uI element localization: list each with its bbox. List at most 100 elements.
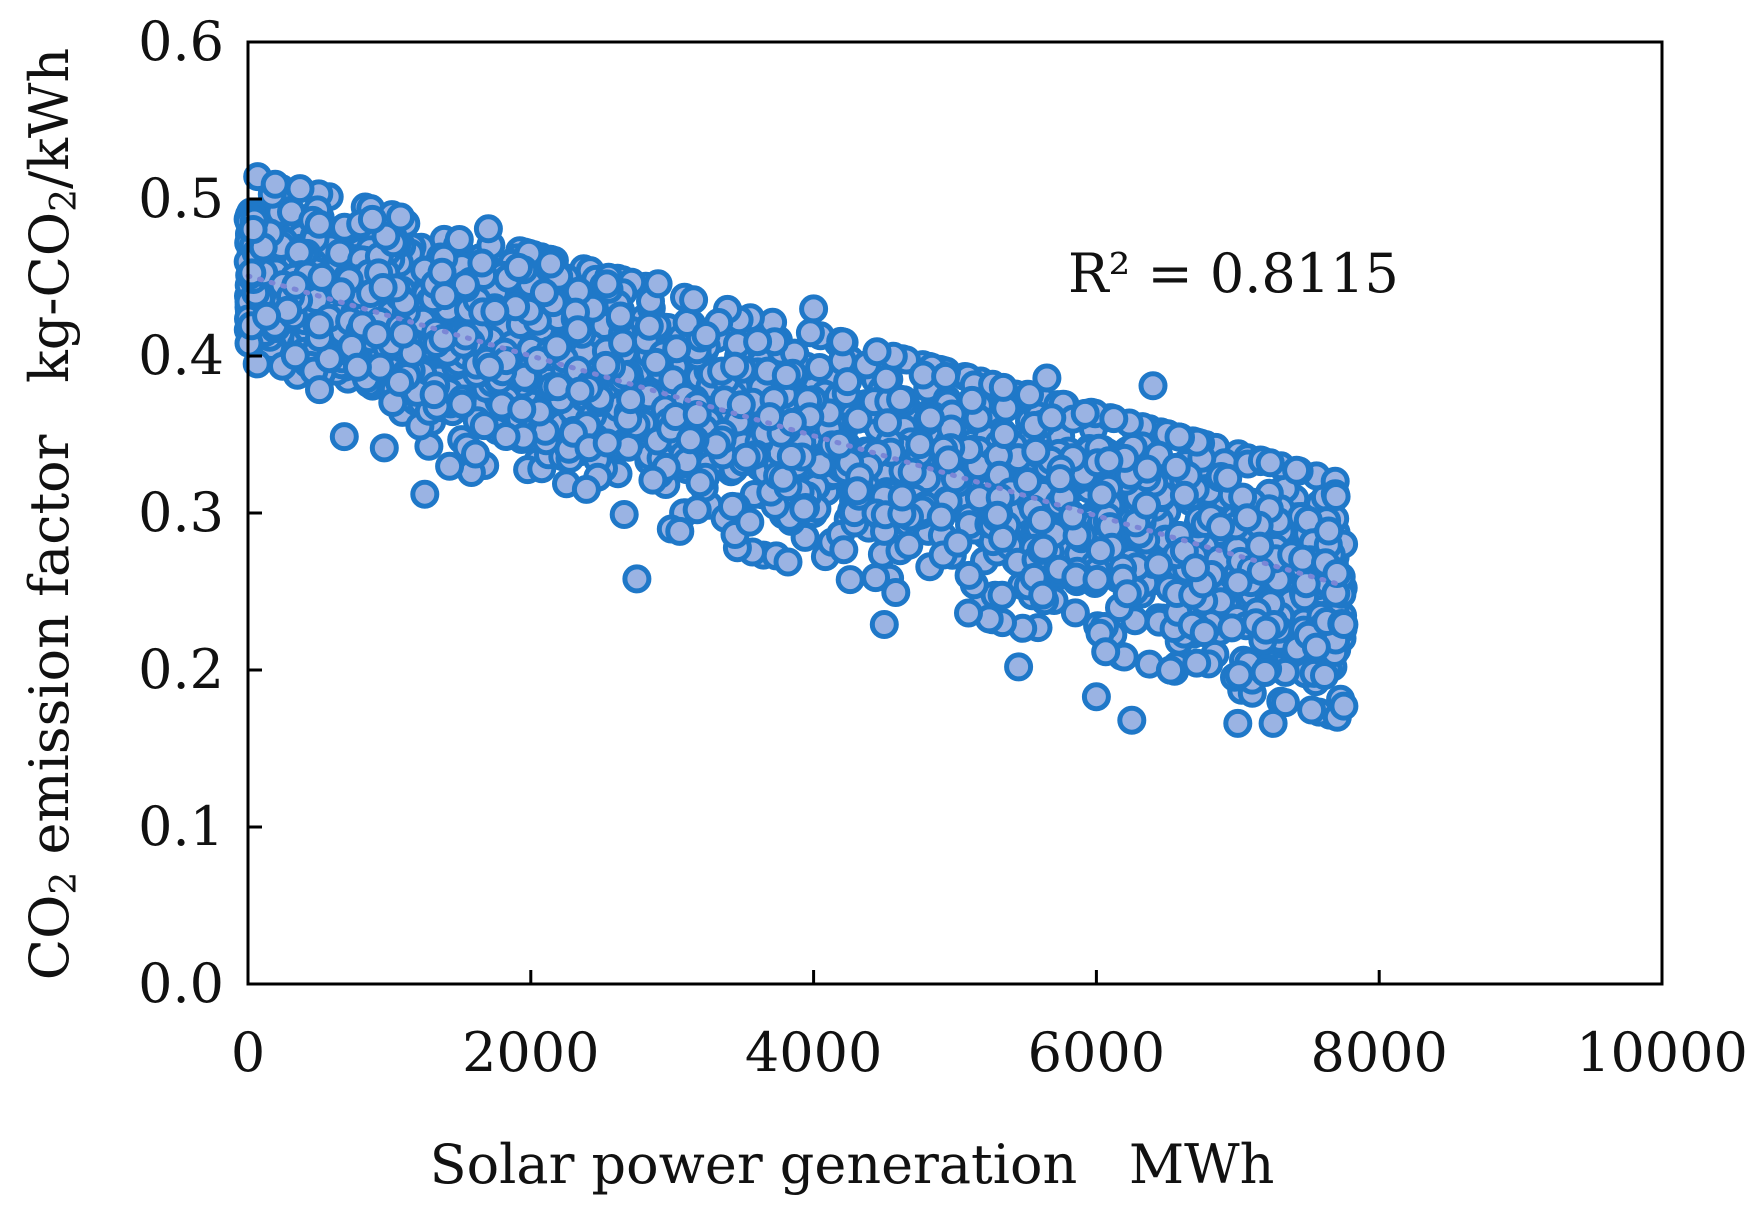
scatter-point: [1081, 682, 1111, 712]
scatter-point: [1138, 371, 1168, 401]
scatter-point: [691, 321, 721, 350]
scatter-point: [987, 580, 1017, 610]
scatter-point: [1144, 550, 1173, 580]
scatter-point: [1085, 536, 1115, 566]
scatter-point: [1224, 660, 1254, 690]
scatter-point: [861, 563, 891, 593]
scatter-point: [665, 516, 695, 546]
scatter-point: [682, 400, 712, 429]
scatter-point: [369, 433, 399, 463]
scatter-point: [720, 351, 750, 381]
scatter-point: [473, 214, 503, 244]
scatter-point: [833, 367, 863, 397]
scatter-point: [755, 402, 785, 432]
scatter-point: [1314, 516, 1344, 546]
scatter-point: [685, 468, 715, 498]
scatter-point: [605, 301, 635, 331]
scatter-point: [988, 372, 1018, 402]
scatter-point: [1291, 569, 1321, 599]
scatter-point: [1058, 501, 1088, 531]
scatter-point: [881, 578, 911, 607]
scatter-point: [616, 385, 646, 415]
scatter-point: [1117, 705, 1147, 735]
y-tick-label: 0.6: [138, 10, 224, 73]
scatter-point: [1288, 544, 1318, 574]
scatter-point: [773, 547, 803, 577]
scatter-point: [1028, 580, 1058, 610]
scatter-point: [305, 375, 334, 405]
x-tick-label: 0: [231, 1021, 265, 1084]
scatter-point: [731, 442, 761, 472]
scatter-point: [285, 174, 315, 204]
scatter-point: [905, 430, 935, 460]
scatter-point: [430, 281, 460, 311]
y-axis: 0.0 0.1 0.2 0.3 0.4 0.5 0.6: [138, 10, 262, 1015]
scatter-point: [362, 320, 392, 350]
y-tick-label: 0.5: [138, 167, 224, 230]
scatter-point: [871, 364, 901, 394]
scatter-point: [1015, 380, 1044, 410]
scatter-point: [1251, 615, 1281, 645]
scatter-point: [1099, 404, 1129, 434]
scatter-point: [622, 564, 652, 594]
scatter-point: [608, 328, 638, 358]
scatter-point: [943, 528, 973, 558]
scatter-point: [1310, 661, 1339, 690]
y-tick-label: 0.3: [138, 481, 224, 544]
scatter-point: [563, 315, 593, 345]
scatter-point: [957, 385, 987, 415]
scatter-point: [529, 278, 559, 308]
scatter-point: [1329, 691, 1359, 721]
y-tick-label: 0.1: [138, 795, 224, 858]
scatter-point: [1164, 422, 1194, 452]
scatter-point: [461, 439, 490, 469]
scatter-point: [835, 565, 865, 595]
scatter-point: [592, 269, 622, 299]
scatter-point: [989, 420, 1019, 449]
scatter-point: [789, 494, 819, 524]
scatter-point: [1004, 652, 1034, 682]
scatter-point: [1132, 490, 1161, 520]
y-tick-label: 0.2: [138, 638, 224, 701]
scatter-point: [982, 500, 1012, 530]
scatter-point: [643, 269, 673, 299]
scatter-point: [329, 422, 359, 452]
scatter-point: [799, 294, 829, 324]
scatter-point: [307, 262, 337, 292]
scatter-point: [444, 225, 474, 254]
scatter-point: [542, 332, 572, 362]
scatter-point: [388, 319, 418, 349]
scatter-point: [609, 500, 639, 529]
scatter-point: [662, 334, 692, 364]
scatter-point: [1232, 503, 1262, 533]
scatter-point: [718, 491, 747, 521]
scatter-point: [410, 479, 440, 509]
scatter-point: [1245, 531, 1275, 561]
scatter-point: [357, 204, 387, 234]
scatter-point: [1082, 564, 1112, 594]
scatter-point: [304, 209, 334, 239]
scatter-point: [1045, 464, 1075, 494]
scatter-point: [1246, 556, 1276, 586]
x-tick-label: 6000: [1028, 1021, 1165, 1084]
scatter-point: [679, 285, 709, 315]
scatter-point: [954, 598, 983, 628]
scatter-point: [934, 445, 963, 475]
scatter-point: [1282, 455, 1312, 485]
scatter-point: [1255, 448, 1285, 478]
y-tick-label: 0.0: [138, 952, 224, 1015]
scatter-point: [1329, 610, 1359, 639]
scatter-point: [565, 376, 595, 406]
scatter-point: [988, 523, 1018, 553]
scatter-point: [1223, 568, 1253, 598]
y-title-sub-2: 2: [44, 189, 85, 212]
scatter-point: [469, 411, 499, 441]
scatter-point: [280, 341, 310, 371]
scatter-point: [507, 394, 537, 424]
scatter-point: [1094, 446, 1124, 476]
scatter-point: [428, 323, 458, 353]
x-tick-label: 8000: [1310, 1021, 1447, 1084]
scatter-point: [474, 352, 504, 382]
scatter-point: [771, 361, 801, 390]
